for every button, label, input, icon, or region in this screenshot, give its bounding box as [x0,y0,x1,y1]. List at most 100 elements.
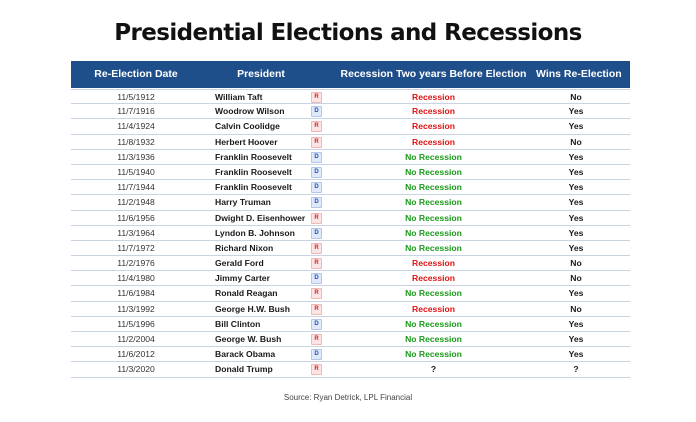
table-header: Re-Election Date President Recession Two… [71,61,630,88]
cell-president: Barack Obama [215,349,276,360]
cell-president: Herbert Hoover [215,136,278,147]
cell-wins: No [570,303,582,314]
party-badge: D [311,197,322,209]
cell-date: 11/2/1948 [117,197,155,208]
cell-date: 11/5/1996 [117,318,155,329]
cell-recession: No Recession [405,288,462,299]
cell-president: Ronald Reagan [215,288,278,299]
column-header-wins: Wins Re-Election [536,68,622,80]
party-badge: R [311,121,322,133]
cell-president: William Taft [215,92,263,102]
cell-wins: Yes [568,106,584,117]
page-title: Presidential Elections and Recessions [114,20,582,46]
cell-recession: Recession [412,273,455,284]
table-row: 11/4/1924 Calvin Coolidge R Recession Yes [71,119,630,135]
cell-recession: Recession [412,92,455,102]
cell-wins: No [570,136,582,147]
cell-date: 11/7/1972 [117,242,155,253]
cell-wins: Yes [568,288,584,299]
cell-recession: No Recession [405,151,462,162]
cell-wins: No [570,92,582,102]
cell-wins: Yes [568,334,584,344]
party-badge: D [311,182,322,194]
column-header-president: President [237,68,285,80]
table-row: 11/8/1932 Herbert Hoover R Recession No [71,135,630,150]
table-row: 11/6/1984 Ronald Reagan R No Recession Yes [71,286,630,302]
cell-president: Dwight D. Eisenhower [215,212,306,223]
table-row: 11/5/1912 William Taft R Recession No [71,89,630,105]
party-badge: R [311,334,322,345]
table-row: 11/3/1964 Lyndon B. Johnson D No Recession Y… [71,226,630,241]
cell-president: Franklin Roosevelt [215,166,292,177]
cell-president: Lyndon B. Johnson [215,227,295,238]
cell-president: Richard Nixon [215,242,274,253]
cell-president: Franklin Roosevelt [215,182,292,193]
cell-recession: No Recession [405,227,462,238]
cell-recession: No Recession [405,197,462,208]
cell-recession: No Recession [405,318,462,329]
cell-date: 11/3/2020 [117,364,155,375]
party-badge: R [311,303,322,315]
cell-wins: Yes [568,242,584,253]
party-badge: R [311,258,322,270]
cell-wins: Yes [568,151,584,162]
cell-recession: No Recession [405,212,462,223]
cell-recession: Recession [412,303,455,314]
cell-date: 11/5/1940 [117,166,155,177]
cell-recession: No Recession [405,334,462,344]
party-badge: R [311,364,322,376]
cell-president: Donald Trump [215,364,273,375]
table-row: 11/6/1956 Dwight D. Eisenhower R No Recessi… [71,211,630,226]
table-row: 11/7/1972 Richard Nixon R No Recession Yes [71,241,630,257]
cell-wins: Yes [568,182,584,193]
cell-president: Gerald Ford [215,258,264,269]
cell-date: 11/4/1924 [117,121,155,132]
party-badge: R [311,242,322,254]
cell-date: 11/3/1992 [117,303,155,314]
party-badge: R [311,212,322,224]
cell-wins: Yes [568,349,584,360]
party-badge: D [311,106,322,118]
cell-president: Woodrow Wilson [215,106,285,117]
party-badge: D [311,227,322,239]
cell-wins: Yes [568,121,584,132]
cell-date: 11/7/1944 [117,182,155,193]
table-row: 11/2/2004 George W. Bush R No Recession Yes [71,332,630,348]
table-row: 11/3/1936 Franklin Roosevelt D No Recession… [71,150,630,165]
party-badge: D [311,166,322,178]
cell-recession: ? [430,364,437,375]
cell-president: Calvin Coolidge [215,121,280,132]
column-header-recession: Recession Two years Before Election [340,68,527,80]
party-badge: D [311,151,322,163]
cell-recession: No Recession [405,166,462,177]
cell-date: 11/2/2004 [117,334,155,344]
table-row: 11/4/1980 Jimmy Carter D Recession No [71,271,630,287]
party-badge: R [311,136,322,148]
cell-recession: No Recession [405,242,462,253]
cell-wins: No [570,273,582,284]
cell-president: Bill Clinton [215,318,261,329]
cell-president: George H.W. Bush [215,303,290,314]
cell-recession: Recession [412,106,455,117]
table-row: 11/3/1992 George H.W. Bush R Recession No [71,302,630,317]
cell-president: Harry Truman [215,197,271,208]
party-badge: R [311,288,322,300]
cell-date: 11/4/1980 [117,273,155,284]
cell-recession: Recession [412,136,455,147]
cell-wins: Yes [568,197,584,208]
cell-wins: Yes [568,212,584,223]
table-row: 11/2/1976 Gerald Ford R Recession No [71,256,630,272]
party-badge: D [311,349,322,361]
cell-wins: ? [573,364,579,375]
table-row: 11/5/1996 Bill Clinton D No Recession Yes [71,317,630,332]
table-row: 11/5/1940 Franklin Roosevelt D No Recession… [71,165,630,181]
cell-recession: Recession [412,121,455,132]
party-badge: D [311,318,322,330]
cell-wins: Yes [568,227,584,238]
cell-wins: Yes [568,318,584,329]
cell-date: 11/2/1976 [117,258,155,269]
party-badge: R [311,92,322,103]
cell-date: 11/3/1964 [117,227,155,238]
table-row: 11/6/2012 Barack Obama D No Recession Yes [71,347,630,363]
cell-date: 11/6/1956 [117,212,155,223]
